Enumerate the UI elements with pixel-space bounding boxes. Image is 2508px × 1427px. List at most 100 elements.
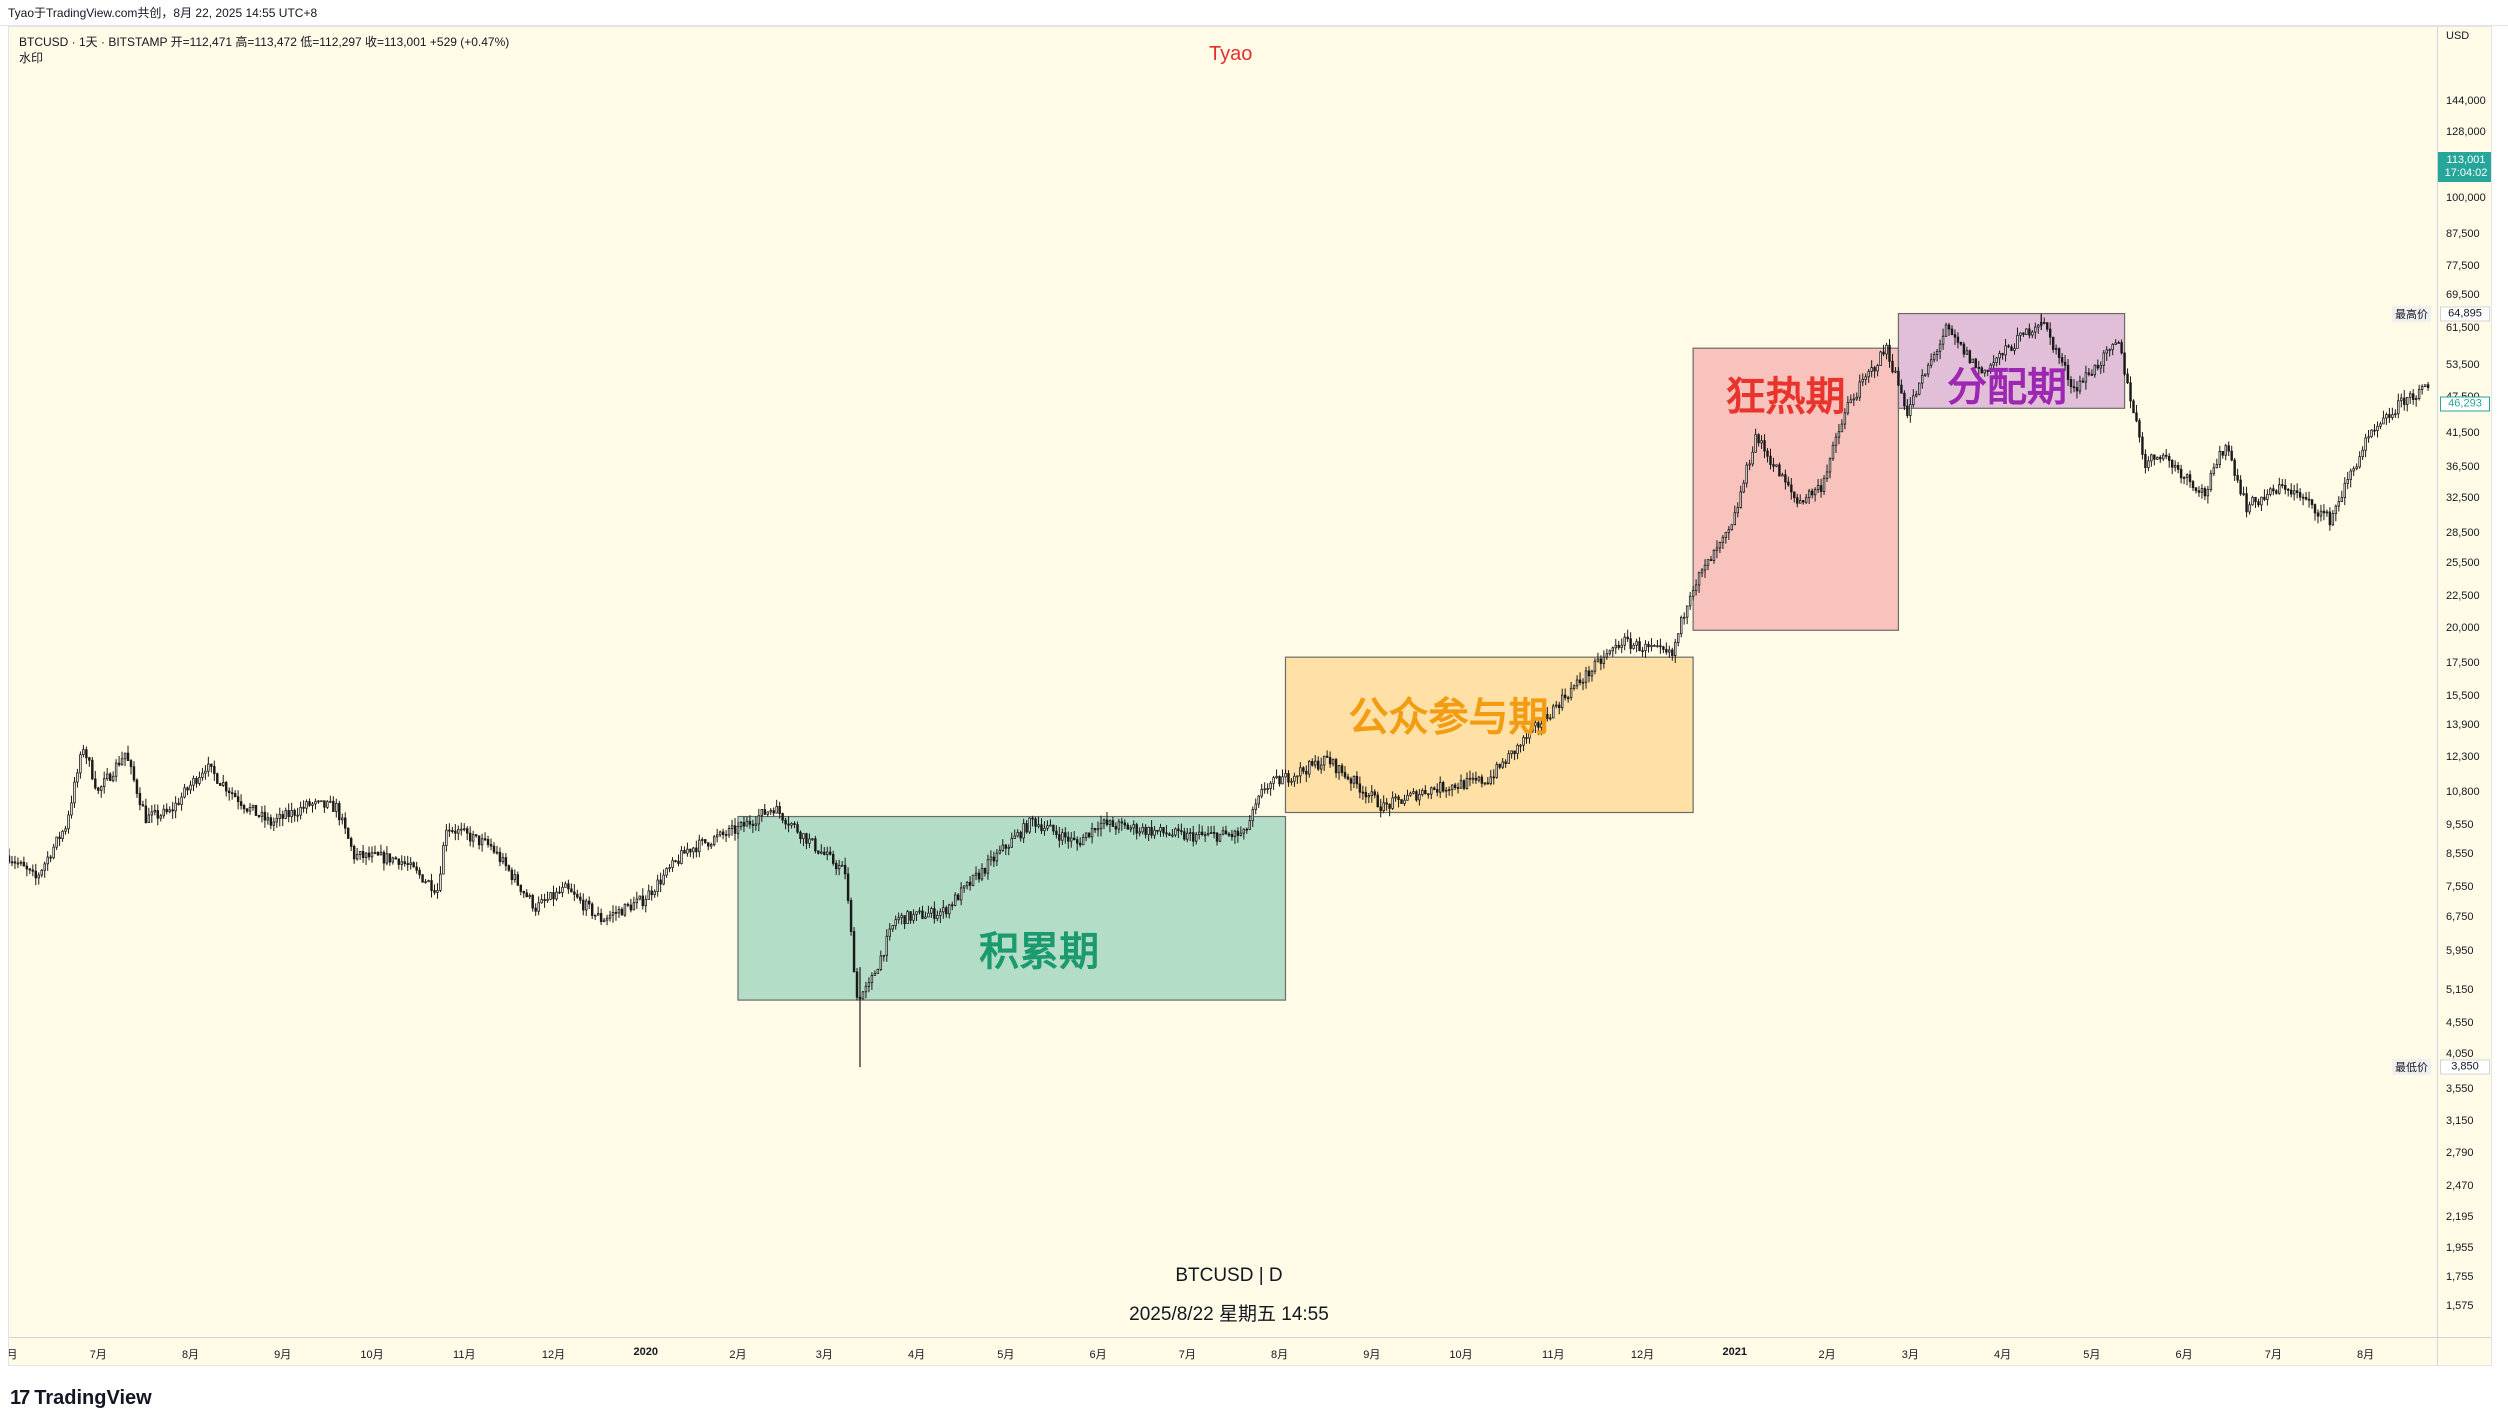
- candle: [1165, 825, 1168, 838]
- candle: [341, 813, 344, 825]
- candle-body: [1040, 824, 1043, 832]
- candle: [111, 771, 115, 783]
- candle-body: [1918, 382, 1921, 395]
- candle-body: [2310, 499, 2314, 505]
- candle-body: [1653, 645, 1656, 647]
- candle: [311, 801, 314, 813]
- candle-body: [956, 894, 960, 901]
- candle: [1596, 652, 1600, 663]
- candle-body: [2153, 454, 2156, 460]
- candle-body: [2162, 454, 2165, 460]
- candle-body: [296, 814, 299, 817]
- candle-body: [85, 749, 88, 759]
- candle-body: [834, 863, 838, 870]
- candle-body: [1906, 405, 1909, 416]
- candle-body: [123, 752, 127, 760]
- candle: [888, 923, 891, 941]
- candle: [492, 842, 496, 855]
- candle: [739, 820, 743, 831]
- candle: [2376, 421, 2379, 438]
- watermark-datetime: 2025/8/22 星期五 14:55: [1129, 1304, 1329, 1325]
- candle-body: [2221, 450, 2224, 456]
- candle-body: [2334, 505, 2338, 514]
- candle: [1073, 831, 1076, 841]
- legend-watermark-label[interactable]: 水印: [19, 51, 44, 65]
- candle: [1397, 794, 1400, 808]
- legend-symbol-line[interactable]: BTCUSD · 1天 · BITSTAMP 开=112,471 高=113,4…: [19, 35, 510, 49]
- candle: [16, 857, 20, 869]
- candle-body: [2400, 397, 2403, 402]
- candle: [2346, 471, 2349, 490]
- candle: [2081, 377, 2085, 384]
- candle: [2132, 399, 2135, 414]
- candle: [123, 752, 127, 767]
- candle-body: [1427, 793, 1430, 796]
- candle: [1965, 346, 1969, 356]
- candle: [1575, 675, 1579, 690]
- candle: [2289, 483, 2293, 498]
- price-axis[interactable]: USD 144,000 128,000 100,000 87,500 77,500 69,5…: [2392, 27, 2491, 1337]
- candle: [1730, 524, 1734, 531]
- candle-body: [52, 846, 55, 859]
- candle: [894, 915, 897, 930]
- candle: [1950, 325, 1954, 336]
- candle-body: [171, 809, 174, 812]
- lowest-price-value: 3,850: [2440, 1059, 2490, 1075]
- last-price-badge[interactable]: 113,001 17:04:02: [2438, 151, 2491, 182]
- candle-body: [1218, 833, 1222, 842]
- candle-body: [1016, 831, 1019, 837]
- candle-body: [1314, 760, 1317, 766]
- candle-body: [1846, 402, 1850, 414]
- candle: [1171, 828, 1174, 838]
- candle: [1962, 341, 1966, 358]
- chart-frame[interactable]: 积累期 公众参与期 狂热期 分配期 BTCUSD · 1天 · BITSTAMP 开=…: [8, 26, 2492, 1366]
- candle: [1906, 399, 1909, 419]
- candle-body: [1923, 373, 1927, 376]
- candle-body: [486, 839, 490, 845]
- time-axis[interactable]: 6月7月8月9月10月11月12月20202月3月4月5月6月7月8月9月10月…: [9, 1337, 2437, 1365]
- candle-body: [1311, 761, 1314, 766]
- candle: [1471, 772, 1475, 784]
- candle-body: [239, 801, 243, 806]
- candle-body: [1034, 818, 1037, 827]
- candle-body: [49, 856, 52, 859]
- candle-body: [70, 802, 73, 816]
- candle-body: [522, 891, 525, 894]
- candle-body: [513, 874, 517, 881]
- candle-body: [546, 898, 549, 902]
- candle: [599, 908, 603, 926]
- candle: [40, 869, 43, 878]
- candle-body: [451, 830, 454, 832]
- candle-body: [1968, 350, 1972, 364]
- candle-body: [510, 869, 514, 881]
- candle: [1677, 633, 1680, 647]
- candle-body: [1084, 832, 1088, 838]
- candle-body: [1105, 819, 1109, 825]
- candle: [501, 853, 505, 865]
- candle: [1867, 369, 1870, 383]
- time-tick-label: 12月: [1630, 1349, 1655, 1361]
- candle: [43, 861, 46, 878]
- candle-body: [531, 895, 534, 909]
- candle: [623, 903, 627, 918]
- candle: [2141, 432, 2144, 460]
- candle: [308, 798, 311, 807]
- candle: [1680, 615, 1683, 638]
- candle: [1769, 448, 1772, 470]
- candle-body: [2111, 343, 2114, 351]
- candle: [1132, 820, 1135, 835]
- candle-body: [751, 823, 755, 826]
- candle-body: [2159, 456, 2162, 460]
- candle-body: [1718, 542, 1722, 549]
- tradingview-logo[interactable]: 17 TradingView: [10, 1380, 152, 1416]
- candle-body: [439, 873, 442, 891]
- candle: [1620, 638, 1623, 654]
- candle-body: [213, 766, 216, 775]
- candle-body: [742, 822, 746, 827]
- candle-body: [1819, 485, 1823, 492]
- candle-body: [671, 860, 674, 868]
- candle: [168, 806, 171, 814]
- candle-body: [1950, 328, 1954, 335]
- candle-body: [989, 856, 993, 861]
